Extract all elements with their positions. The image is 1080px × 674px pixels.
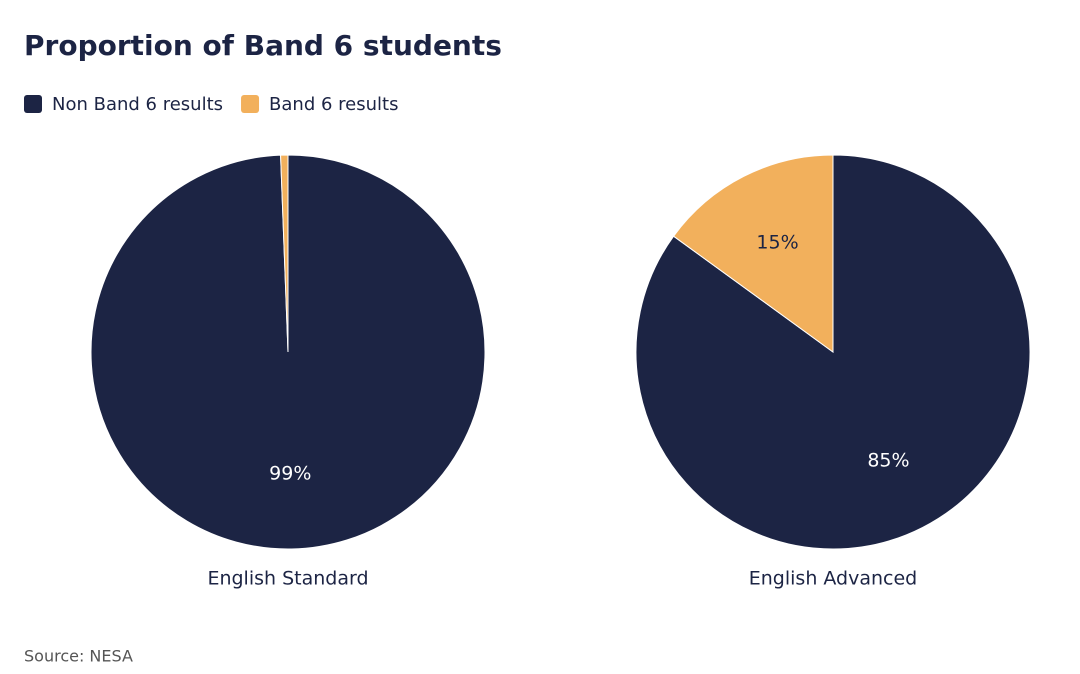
pie-slice: [280, 154, 289, 353]
pie-title: English Advanced: [749, 568, 918, 590]
pie-slice: [672, 154, 834, 353]
legend-label: Band 6 results: [269, 94, 398, 115]
pie-title: English Standard: [207, 568, 368, 590]
chart-title: Proportion of Band 6 students: [24, 29, 502, 62]
source: Source: NESA: [24, 647, 133, 666]
data-label: 99%: [269, 463, 311, 485]
data-label: 85%: [867, 449, 909, 471]
legend-swatch: [24, 95, 42, 113]
legend-swatch: [241, 95, 260, 113]
legend-label: Non Band 6 results: [52, 94, 223, 115]
data-label: 15%: [756, 232, 798, 254]
